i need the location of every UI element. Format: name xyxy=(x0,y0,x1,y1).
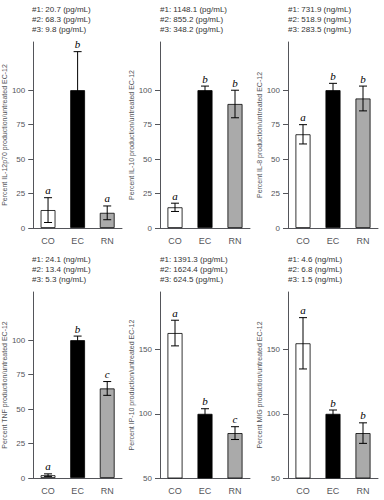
svg-text:25: 25 xyxy=(271,189,280,198)
svg-text:150: 150 xyxy=(267,345,281,354)
svg-text:b: b xyxy=(330,397,336,409)
svg-text:b: b xyxy=(232,77,238,89)
svg-text:c: c xyxy=(233,413,238,425)
svg-text:b: b xyxy=(360,73,366,85)
svg-text:a: a xyxy=(45,184,51,196)
svg-text:0: 0 xyxy=(21,474,26,483)
svg-text:0: 0 xyxy=(148,224,153,233)
svg-text:75: 75 xyxy=(271,120,280,129)
svg-text:CO: CO xyxy=(168,236,182,246)
svg-text:0: 0 xyxy=(276,224,281,233)
svg-text:50: 50 xyxy=(16,155,25,164)
svg-text:a: a xyxy=(172,307,178,319)
svg-text:a: a xyxy=(300,111,306,123)
svg-text:#2: 1624.4 (pg/mL): #2: 1624.4 (pg/mL) xyxy=(160,265,228,274)
svg-text:75: 75 xyxy=(16,120,25,129)
svg-text:a: a xyxy=(104,192,110,204)
svg-text:#2: 855.2 (pg/mL): #2: 855.2 (pg/mL) xyxy=(160,15,223,24)
svg-text:Percent MIG production/untreat: Percent MIG production/untreated EC-12 xyxy=(256,321,264,448)
svg-text:b: b xyxy=(360,409,366,421)
svg-text:#3: 348.2 (pg/mL): #3: 348.2 (pg/mL) xyxy=(160,25,223,34)
svg-text:50: 50 xyxy=(143,155,152,164)
svg-text:a: a xyxy=(300,304,306,316)
svg-text:150: 150 xyxy=(139,345,153,354)
svg-text:EC: EC xyxy=(71,236,84,246)
svg-text:#1: 1391.3 (pg/mL): #1: 1391.3 (pg/mL) xyxy=(160,255,228,264)
svg-text:EC: EC xyxy=(199,236,212,246)
svg-text:#3: 9.8 (pg/mL): #3: 9.8 (pg/mL) xyxy=(32,25,87,34)
svg-text:b: b xyxy=(202,395,208,407)
svg-text:b: b xyxy=(75,38,81,50)
svg-text:#2: 6.8 (ng/mL): #2: 6.8 (ng/mL) xyxy=(288,265,343,274)
svg-text:a: a xyxy=(45,460,51,472)
svg-text:CO: CO xyxy=(296,486,310,496)
svg-text:#1: 20.7 (pg/mL): #1: 20.7 (pg/mL) xyxy=(32,5,91,14)
svg-text:0: 0 xyxy=(21,224,26,233)
svg-text:100: 100 xyxy=(12,86,26,95)
svg-text:#1: 4.6 (ng/mL): #1: 4.6 (ng/mL) xyxy=(288,255,343,264)
svg-text:Percent IL-8 production/untrea: Percent IL-8 production/untreated EC-12 xyxy=(256,72,264,198)
svg-text:#1: 731.9 (ng/mL): #1: 731.9 (ng/mL) xyxy=(288,5,351,14)
svg-text:25: 25 xyxy=(16,439,25,448)
svg-text:Percent TNF production/untreat: Percent TNF production/untreated EC-12 xyxy=(1,321,9,449)
svg-text:100: 100 xyxy=(267,409,281,418)
svg-text:50: 50 xyxy=(271,474,280,483)
svg-text:75: 75 xyxy=(16,370,25,379)
svg-text:CO: CO xyxy=(41,486,55,496)
svg-text:100: 100 xyxy=(12,336,26,345)
svg-text:50: 50 xyxy=(271,155,280,164)
svg-text:100: 100 xyxy=(139,409,153,418)
svg-text:RN: RN xyxy=(229,486,242,496)
svg-text:25: 25 xyxy=(16,189,25,198)
svg-text:EC: EC xyxy=(71,486,84,496)
svg-text:100: 100 xyxy=(267,86,281,95)
svg-text:RN: RN xyxy=(101,486,114,496)
svg-text:RN: RN xyxy=(101,236,114,246)
svg-text:a: a xyxy=(172,190,178,202)
svg-text:25: 25 xyxy=(143,189,152,198)
svg-text:b: b xyxy=(75,323,81,335)
svg-text:#3: 5.3 (ng/mL): #3: 5.3 (ng/mL) xyxy=(32,275,87,284)
svg-text:#2: 68.3 (pg/mL): #2: 68.3 (pg/mL) xyxy=(32,15,91,24)
svg-text:RN: RN xyxy=(229,236,242,246)
svg-text:#1: 1148.1 (pg/mL): #1: 1148.1 (pg/mL) xyxy=(160,5,227,14)
svg-text:75: 75 xyxy=(143,120,152,129)
svg-text:Percent IP-10 production/untre: Percent IP-10 production/untreated EC-12 xyxy=(128,320,136,451)
svg-text:c: c xyxy=(105,368,110,380)
svg-text:EC: EC xyxy=(327,236,340,246)
svg-text:RN: RN xyxy=(357,236,370,246)
svg-text:#1: 24.1 (ng/mL): #1: 24.1 (ng/mL) xyxy=(32,255,91,264)
svg-text:b: b xyxy=(330,70,336,82)
svg-text:EC: EC xyxy=(199,486,212,496)
svg-text:RN: RN xyxy=(357,486,370,496)
svg-text:Percent IL-10 production/untre: Percent IL-10 production/untreated EC-12 xyxy=(128,70,136,200)
svg-text:#2: 13.4 (ng/mL): #2: 13.4 (ng/mL) xyxy=(32,265,91,274)
svg-text:#2: 518.9 (ng/mL): #2: 518.9 (ng/mL) xyxy=(288,15,351,24)
svg-text:#3: 1.5 (ng/mL): #3: 1.5 (ng/mL) xyxy=(288,275,343,284)
svg-text:#3: 624.5 (pg/mL): #3: 624.5 (pg/mL) xyxy=(160,275,223,284)
svg-text:#3: 283.5 (ng/mL): #3: 283.5 (ng/mL) xyxy=(288,25,351,34)
svg-text:Percent IL-12p70 production/un: Percent IL-12p70 production/untreated EC… xyxy=(1,64,9,206)
svg-text:50: 50 xyxy=(16,405,25,414)
svg-text:CO: CO xyxy=(168,486,182,496)
svg-text:b: b xyxy=(202,73,208,85)
svg-text:CO: CO xyxy=(296,236,310,246)
svg-text:50: 50 xyxy=(143,474,152,483)
svg-text:100: 100 xyxy=(139,86,153,95)
svg-text:EC: EC xyxy=(327,486,340,496)
svg-text:CO: CO xyxy=(41,236,55,246)
